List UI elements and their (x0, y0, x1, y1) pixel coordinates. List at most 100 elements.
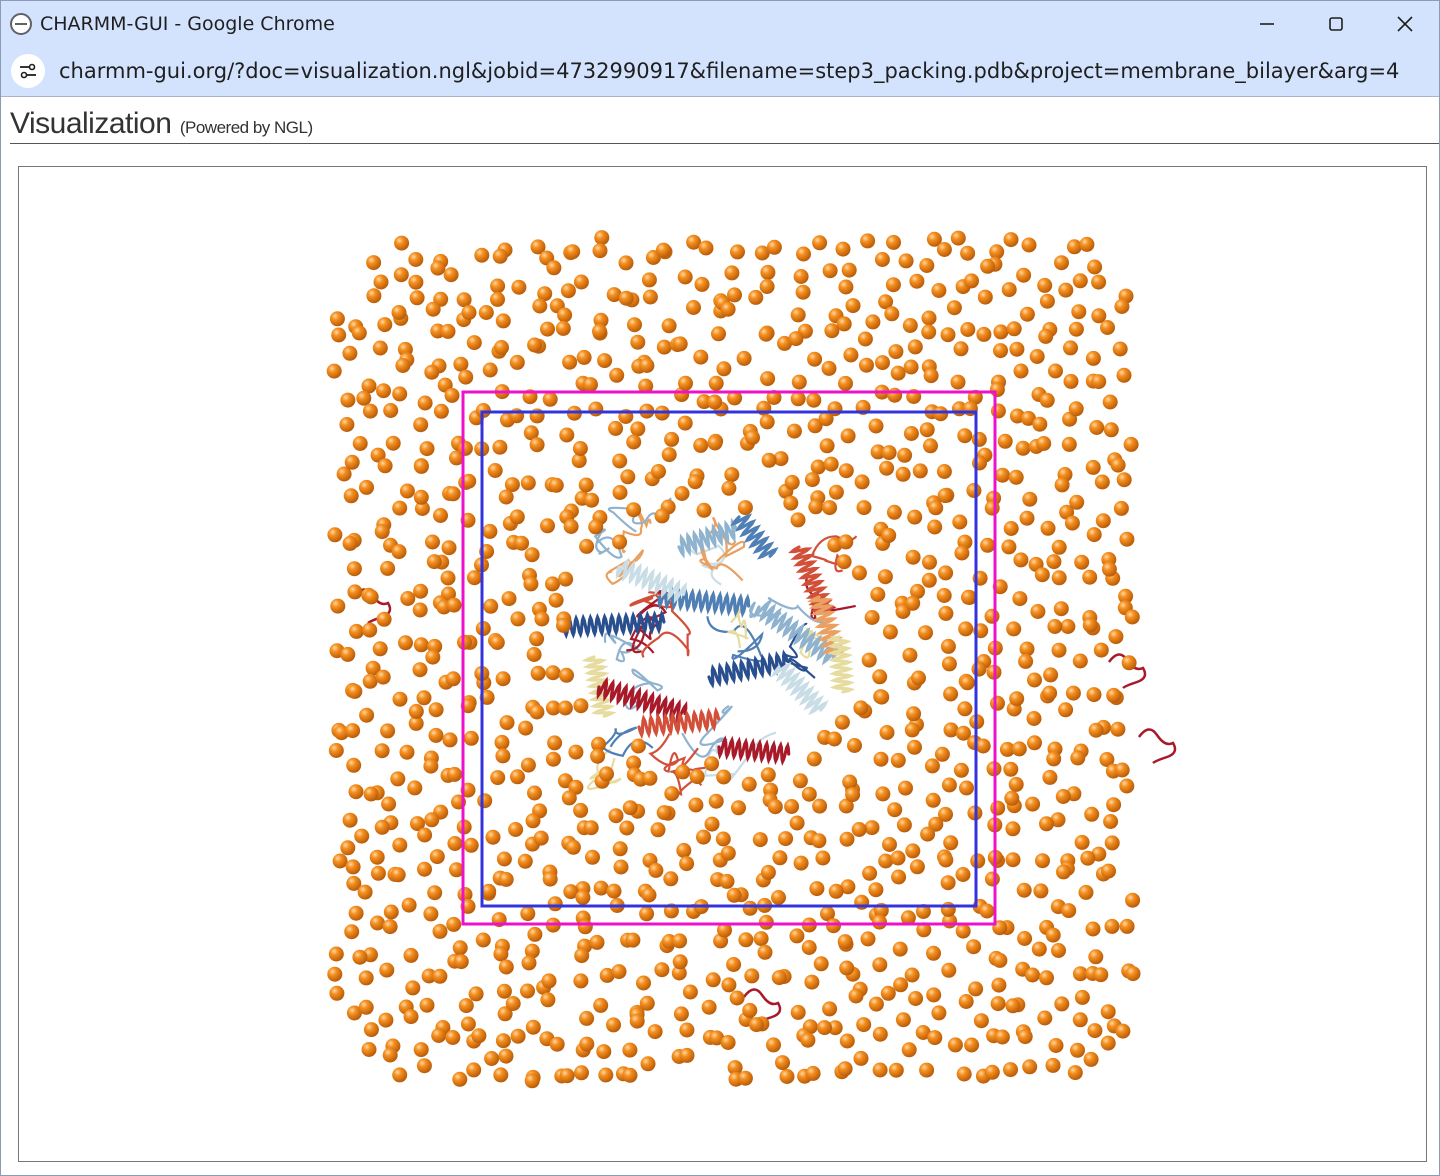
lipid-atom (941, 962, 957, 978)
lipid-atom (408, 252, 424, 267)
lipid-atom (821, 360, 837, 376)
lipid-atom (766, 1037, 781, 1053)
lipid-atom (548, 477, 564, 493)
lipid-atom (892, 941, 908, 957)
lipid-atom (1063, 373, 1079, 389)
lipid-atom (759, 414, 775, 430)
lipid-atom (761, 452, 777, 468)
lipid-atom (1051, 539, 1067, 555)
lipid-atom (720, 301, 736, 317)
lipid-atom (936, 588, 952, 603)
lipid-atom (471, 1028, 487, 1044)
lipid-atom (783, 495, 799, 511)
lipid-atom (729, 990, 745, 1006)
url-field[interactable]: charmm-gui.org/?doc=visualization.ngl&jo… (59, 59, 1400, 83)
lipid-atom (890, 752, 906, 768)
lipid-atom (1036, 436, 1052, 451)
site-info-button[interactable] (11, 54, 45, 88)
lipid-atom (330, 598, 346, 614)
lipid-atom (346, 1005, 362, 1021)
lipid-atom (532, 298, 548, 314)
lipid-atom (498, 489, 514, 505)
lipid-atom (533, 830, 549, 846)
lipid-atom (461, 473, 477, 489)
lipid-atom (801, 940, 817, 955)
lipid-atom (704, 756, 720, 772)
lipid-atom (654, 508, 670, 524)
lipid-atom (864, 610, 880, 625)
lipid-atom (1061, 903, 1077, 919)
ngl-viewer[interactable] (18, 166, 1427, 1162)
lipid-atom (938, 565, 954, 581)
lipid-atom (1048, 1038, 1064, 1053)
lipid-atom (344, 924, 360, 940)
lipid-atom (915, 1025, 931, 1040)
lipid-atom (563, 519, 579, 534)
lipid-atom (390, 867, 406, 883)
window-title: CHARMM-GUI - Google Chrome (40, 12, 335, 35)
lipid-atom (992, 952, 1008, 968)
lipid-atom (534, 611, 550, 627)
lipid-atom (960, 245, 976, 261)
lipid-atom (545, 576, 560, 592)
lipid-atom (720, 845, 736, 861)
lipid-atom (788, 331, 804, 347)
lipid-atom (1087, 259, 1103, 275)
lipid-atom (1039, 970, 1054, 986)
lipid-atom (361, 378, 377, 394)
lipid-atom (1029, 349, 1045, 364)
lipid-atom (530, 665, 546, 681)
lipid-atom (1119, 918, 1135, 934)
lipid-atom (1018, 653, 1034, 669)
lipid-atom (687, 474, 703, 490)
lipid-atom (993, 324, 1009, 340)
lipid-atom (1091, 274, 1107, 290)
close-button[interactable] (1370, 1, 1439, 46)
lipid-atom (905, 843, 921, 859)
lipid-atom (968, 981, 984, 997)
lipid-atom (957, 701, 973, 717)
minimize-button[interactable] (1232, 1, 1301, 46)
lipid-atom (399, 744, 415, 760)
lipid-atom (1063, 340, 1078, 356)
lipid-atom (778, 831, 794, 847)
protein-loop (648, 733, 699, 773)
lipid-atom (893, 977, 909, 993)
lipid-atom (1008, 776, 1024, 792)
lipid-atom (416, 690, 432, 706)
lipid-atom (872, 914, 887, 930)
lipid-atom (716, 769, 732, 785)
maximize-icon (1328, 16, 1343, 31)
maximize-button[interactable] (1301, 1, 1370, 46)
lipid-atom (574, 1065, 589, 1081)
lipid-atom (490, 291, 505, 307)
lipid-atom (1017, 1029, 1033, 1045)
lipid-atom (642, 289, 658, 305)
lipid-atom (395, 358, 411, 373)
lipid-atom (412, 662, 428, 678)
lipid-atom (449, 450, 464, 466)
lipid-atom (576, 349, 592, 365)
lipid-atom (1125, 892, 1141, 908)
lipid-atom (1071, 304, 1087, 320)
lipid-atom (845, 298, 861, 314)
lipid-atom (704, 816, 720, 832)
lipid-atom (555, 320, 571, 336)
lipid-atom (822, 1001, 838, 1017)
molecular-scene[interactable] (19, 167, 1426, 1161)
lipid-atom (674, 486, 690, 501)
lipid-atom (560, 283, 576, 299)
lipid-atom (924, 758, 940, 774)
lipid-atom (984, 871, 1000, 887)
lipid-atom (767, 799, 783, 815)
lipid-atom (880, 985, 896, 1001)
lipid-atom (400, 591, 416, 606)
lipid-atom (682, 984, 698, 1000)
lipid-atom (693, 349, 709, 365)
lipid-atom (340, 646, 356, 662)
lipid-atom (477, 793, 493, 809)
lipid-atom (920, 826, 936, 842)
lipid-atom (572, 441, 588, 456)
lipid-atom (677, 415, 693, 431)
lipid-atom (354, 828, 370, 844)
